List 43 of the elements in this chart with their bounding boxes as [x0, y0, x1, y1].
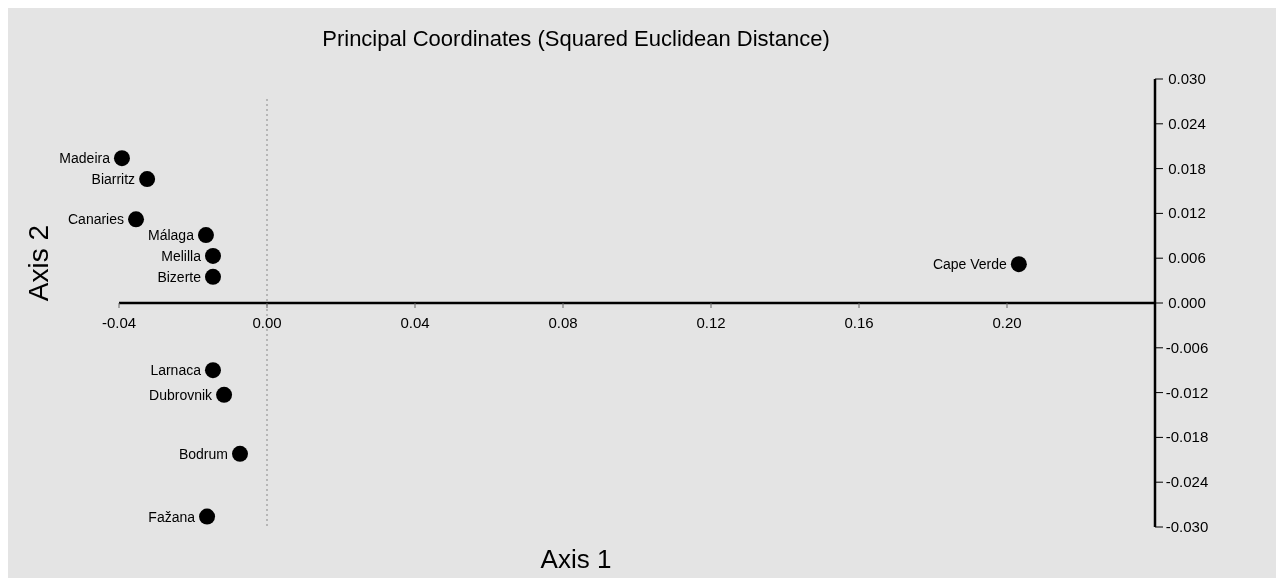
point: [204, 247, 221, 264]
y-tick-label: 0.006: [1168, 249, 1206, 267]
annotation: Bodrum: [178, 445, 228, 462]
point: [139, 171, 156, 188]
point: [204, 362, 221, 379]
annotation: Biarritz: [91, 171, 136, 188]
annotation: Fažana: [148, 508, 196, 525]
annotation: Larnaca: [150, 362, 202, 379]
point: [1010, 256, 1027, 273]
x-tick-label: 0.04: [400, 314, 430, 331]
y-tick-label: -0.006: [1165, 338, 1209, 356]
chart-title: Principal Coordinates (Squared Euclidean Distance): [322, 26, 830, 51]
y-tick-label: 0.030: [1168, 70, 1206, 87]
y-tick-label: -0.024: [1165, 473, 1209, 491]
y-tick-label: -0.012: [1165, 383, 1209, 401]
annotation: Canaries: [67, 211, 125, 228]
point: [204, 268, 221, 285]
x-tick-label: 0.00: [252, 314, 282, 331]
x-tick-label: 0.20: [992, 314, 1022, 331]
point: [216, 386, 233, 403]
annotation: Málaga: [148, 227, 195, 244]
y-tick-label: -0.030: [1165, 518, 1209, 535]
y-tick-label: 0.012: [1168, 204, 1206, 222]
point: [197, 227, 214, 244]
y-axis-title: Axis 2: [23, 224, 54, 302]
x-tick-label: 0.16: [844, 314, 874, 331]
y-tick-label: -0.018: [1165, 428, 1209, 446]
point: [199, 508, 216, 525]
y-tick-label: 0.018: [1168, 159, 1206, 177]
point: [128, 211, 145, 228]
annotation: Cape Verde: [932, 256, 1008, 273]
x-tick-label: 0.12: [696, 314, 726, 331]
x-axis-title: Axis 1: [540, 544, 612, 574]
point: [113, 150, 130, 167]
y-tick-label: 0.000: [1168, 294, 1206, 311]
annotation: Madeira: [59, 150, 111, 167]
x-tick-label: -0.04: [101, 314, 137, 331]
annotation: Dubrovnik: [149, 386, 214, 403]
y-tick-label: 0.024: [1168, 114, 1206, 132]
x-tick-label: 0.08: [548, 314, 578, 331]
annotation: Bizerte: [157, 268, 202, 285]
point: [231, 445, 248, 462]
annotation: Melilla: [161, 247, 202, 264]
